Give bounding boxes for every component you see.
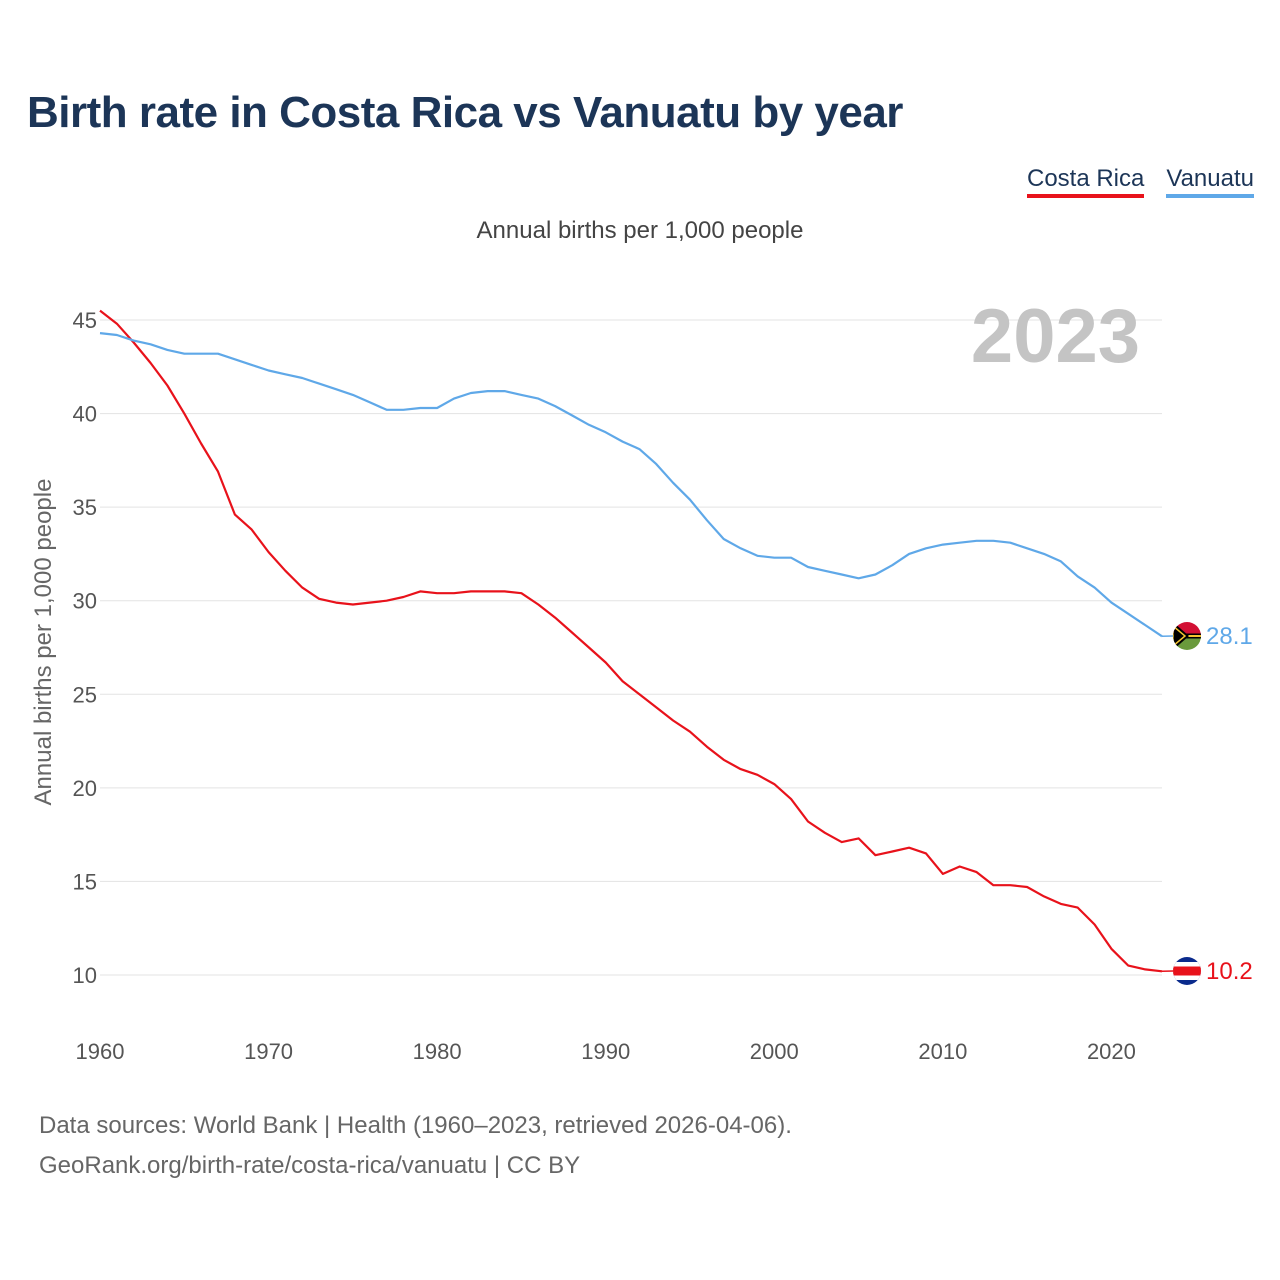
x-tick-label: 2020 <box>1087 1039 1136 1064</box>
x-tick-label: 1980 <box>413 1039 462 1064</box>
series: 10.2 28.1 <box>99 309 1253 985</box>
footer: Data sources: World Bank | Health (1960–… <box>39 1106 792 1186</box>
legend: Costa Rica Vanuatu <box>1026 165 1254 198</box>
x-tick-label: 1970 <box>244 1039 293 1064</box>
series-line-vanuatu[interactable] <box>99 332 1163 638</box>
legend-item-costa-rica[interactable]: Costa Rica <box>1026 165 1145 198</box>
x-tick-label: 1960 <box>76 1039 125 1064</box>
gridlines <box>100 319 1162 976</box>
end-markers <box>1173 622 1201 985</box>
costa-rica-flag-icon <box>1173 957 1201 985</box>
legend-item-vanuatu[interactable]: Vanuatu <box>1166 165 1254 198</box>
vanuatu-flag-icon <box>1173 622 1201 650</box>
footer-sources: Data sources: World Bank | Health (1960–… <box>39 1112 792 1139</box>
y-tick-label: 15 <box>73 869 97 894</box>
x-tick-label: 2010 <box>918 1039 967 1064</box>
y-tick-label: 10 <box>73 963 97 988</box>
x-tick-label: 2000 <box>750 1039 799 1064</box>
y-axis-title: Annual births per 1,000 people <box>30 479 57 806</box>
series-line-costa-rica[interactable] <box>99 309 1163 973</box>
chart-subtitle: Annual births per 1,000 people <box>476 217 804 244</box>
y-tick-label: 20 <box>73 776 97 801</box>
end-value-label-vanuatu: 28.1 <box>1206 623 1253 650</box>
axes: 10 15 20 25 30 35 40 45 1960 1970 1980 1990 2000 2010… <box>73 308 1136 1064</box>
y-tick-label: 25 <box>73 682 97 707</box>
chart-title: Birth rate in Costa Rica vs Vanuatu by y… <box>27 88 903 137</box>
line-chart: 10 15 20 25 30 35 40 45 1960 1970 1980 1990 2000 2010… <box>30 294 1253 1064</box>
year-watermark: 2023 <box>971 294 1140 379</box>
footer-attribution[interactable]: GeoRank.org/birth-rate/costa-rica/vanuat… <box>39 1152 581 1179</box>
y-tick-label: 30 <box>73 589 97 614</box>
y-tick-label: 45 <box>73 308 97 333</box>
y-tick-label: 40 <box>73 402 97 427</box>
end-value-label-costa-rica: 10.2 <box>1206 958 1253 985</box>
y-tick-label: 35 <box>73 495 97 520</box>
x-tick-label: 1990 <box>581 1039 630 1064</box>
